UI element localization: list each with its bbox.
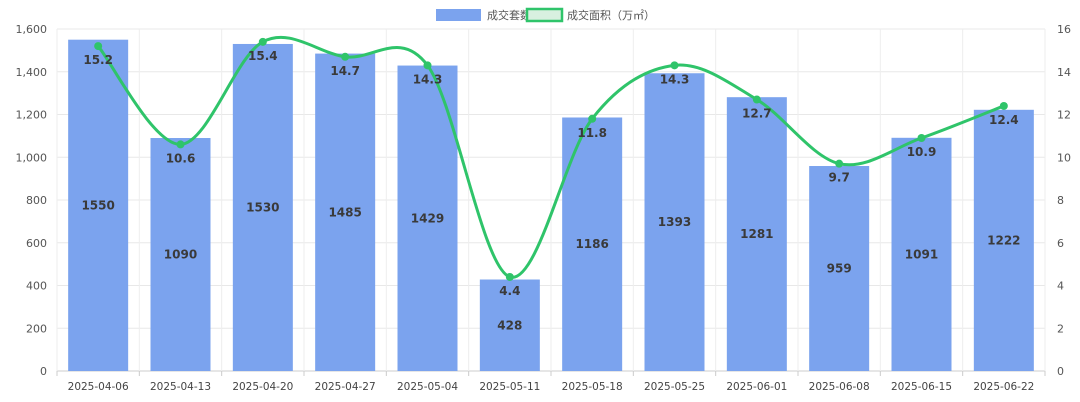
line-value-label: 4.4 <box>499 284 520 298</box>
y-right-tick-label: 8 <box>1057 194 1064 207</box>
label-layer: 1550 1090 1530 1485 1429 428 1186 1393 1281 959 10… <box>81 49 1020 332</box>
bar[interactable] <box>232 43 293 372</box>
x-tick-label: 2025-06-15 <box>891 381 952 393</box>
bar[interactable] <box>479 279 540 371</box>
legend-label-bar[interactable]: 成交套数 <box>487 8 531 22</box>
line-layer <box>94 35 1008 281</box>
bar-value-label: 1393 <box>658 215 691 229</box>
bar-layer <box>68 39 1034 372</box>
legend: 成交套数 成交面积（万㎡） <box>436 7 655 23</box>
line-point[interactable] <box>94 42 103 51</box>
x-tick-label: 2025-05-18 <box>562 381 623 393</box>
line-value-label: 9.7 <box>829 171 850 185</box>
bar[interactable] <box>68 39 129 371</box>
line-point[interactable] <box>752 95 761 104</box>
line-value-label: 10.6 <box>166 151 196 165</box>
bar-value-label: 1485 <box>328 205 361 219</box>
y-left-tick-label: 600 <box>26 237 47 250</box>
bar-value-label: 1429 <box>411 211 444 225</box>
axis-layer: 0 0 200 2 400 4 600 6 800 8 1,000 10 1,200 12 1,400 14 1… <box>16 23 1072 393</box>
bar-value-label: 959 <box>827 262 852 276</box>
bar[interactable] <box>809 166 870 371</box>
y-left-tick-label: 200 <box>26 322 47 335</box>
x-tick-label: 2025-04-27 <box>315 381 376 393</box>
x-tick-label: 2025-05-11 <box>479 381 540 393</box>
bar[interactable] <box>891 137 952 371</box>
x-tick-label: 2025-06-08 <box>809 381 870 393</box>
bar-value-label: 1186 <box>575 237 608 251</box>
bar[interactable] <box>150 138 211 371</box>
line-point[interactable] <box>835 159 844 168</box>
y-right-tick-label: 10 <box>1057 151 1071 164</box>
y-right-tick-label: 14 <box>1057 66 1071 79</box>
line-point[interactable] <box>505 272 514 281</box>
line-value-label: 15.4 <box>248 49 278 63</box>
y-left-tick-label: 1,400 <box>16 66 48 79</box>
bar-value-label: 1550 <box>81 198 114 212</box>
y-right-tick-label: 4 <box>1057 280 1064 293</box>
bar[interactable] <box>397 65 458 372</box>
line-point[interactable] <box>341 52 350 61</box>
line-value-label: 14.3 <box>413 72 443 86</box>
y-right-tick-label: 6 <box>1057 237 1064 250</box>
y-right-tick-label: 16 <box>1057 23 1071 36</box>
bar-value-label: 1281 <box>740 227 773 241</box>
bar-value-label: 1091 <box>905 247 938 261</box>
grid-layer <box>56 28 1046 372</box>
bar[interactable] <box>726 97 787 371</box>
x-tick-label: 2025-04-20 <box>232 381 293 393</box>
line-value-label: 12.4 <box>989 113 1019 127</box>
y-right-tick-label: 0 <box>1057 365 1064 378</box>
legend-swatch-line[interactable] <box>525 7 564 23</box>
line-point[interactable] <box>588 114 597 123</box>
line-value-label: 10.9 <box>907 145 937 159</box>
x-tick-label: 2025-04-06 <box>68 381 129 393</box>
y-left-tick-label: 400 <box>26 280 47 293</box>
legend-swatch-bar[interactable] <box>436 9 481 21</box>
line-value-label: 14.7 <box>330 64 360 78</box>
line-value-label: 12.7 <box>742 107 772 121</box>
line-point[interactable] <box>999 101 1008 110</box>
bar-value-label: 1530 <box>246 200 279 214</box>
y-left-tick-label: 1,000 <box>16 151 48 164</box>
y-left-tick-label: 1,200 <box>16 109 48 122</box>
bar-value-label: 1222 <box>987 233 1020 247</box>
legend-label-line[interactable]: 成交面积（万㎡） <box>567 8 655 22</box>
line-value-label: 14.3 <box>660 72 690 86</box>
line-value-label: 15.2 <box>83 53 113 67</box>
y-left-tick-label: 0 <box>40 365 47 378</box>
bar[interactable] <box>315 53 376 372</box>
bar-value-label: 1090 <box>164 248 197 262</box>
y-right-tick-label: 2 <box>1057 322 1064 335</box>
line-value-label: 11.8 <box>577 126 607 140</box>
y-left-tick-label: 800 <box>26 194 47 207</box>
bar[interactable] <box>644 73 705 371</box>
line-point[interactable] <box>176 140 185 149</box>
line-point[interactable] <box>917 134 926 143</box>
line-point[interactable] <box>258 37 267 46</box>
bar[interactable] <box>973 109 1034 372</box>
x-tick-label: 2025-05-04 <box>397 381 458 393</box>
bar-value-label: 428 <box>497 318 522 332</box>
y-left-tick-label: 1,600 <box>16 23 48 36</box>
y-right-tick-label: 12 <box>1057 109 1071 122</box>
x-tick-label: 2025-06-22 <box>973 381 1034 393</box>
x-tick-label: 2025-04-13 <box>150 381 211 393</box>
x-tick-label: 2025-06-01 <box>726 381 787 393</box>
line-point[interactable] <box>670 61 679 70</box>
line-point[interactable] <box>423 61 432 70</box>
x-tick-label: 2025-05-25 <box>644 381 705 393</box>
